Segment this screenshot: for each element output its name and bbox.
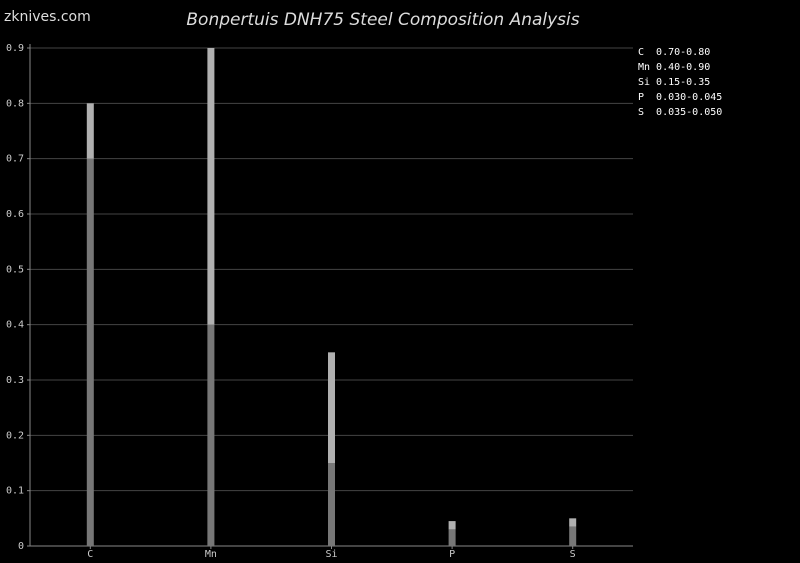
bar-range [86,103,94,159]
bar-range [448,521,456,530]
legend-entry: S 0.035-0.050 [638,107,722,118]
bar-low [448,529,456,546]
y-tick-label: 0 [18,541,24,552]
bar-range [328,352,335,463]
y-tick-label: 0.8 [6,98,24,109]
legend-entry: Si 0.15-0.35 [638,77,710,88]
bar-low [86,158,94,546]
y-tick-label: 0.7 [6,154,24,165]
bar-low [328,463,335,546]
watermark: zknives.com [4,9,91,25]
x-tick-label: P [449,549,455,560]
y-tick-label: 0.6 [6,209,24,220]
y-tick-label: 0.2 [6,430,24,441]
bar-range [569,518,577,527]
chart-title: Bonpertuis DNH75 Steel Composition Analy… [186,10,579,30]
bar-low [569,526,577,546]
bar-range [207,48,215,325]
y-tick-label: 0.9 [6,43,24,54]
y-tick-label: 0.1 [6,486,24,497]
legend-entry: C 0.70-0.80 [638,47,710,58]
legend-entry: P 0.030-0.045 [638,92,722,103]
legend-entry: Mn 0.40-0.90 [638,62,710,73]
y-tick-label: 0.3 [6,375,24,386]
x-tick-label: C [87,549,93,560]
y-tick-label: 0.4 [6,320,24,331]
x-tick-label: Mn [205,549,217,560]
bar-low [207,324,215,546]
x-tick-label: Si [325,549,337,560]
x-tick-label: S [570,549,576,560]
y-tick-label: 0.5 [6,264,24,275]
